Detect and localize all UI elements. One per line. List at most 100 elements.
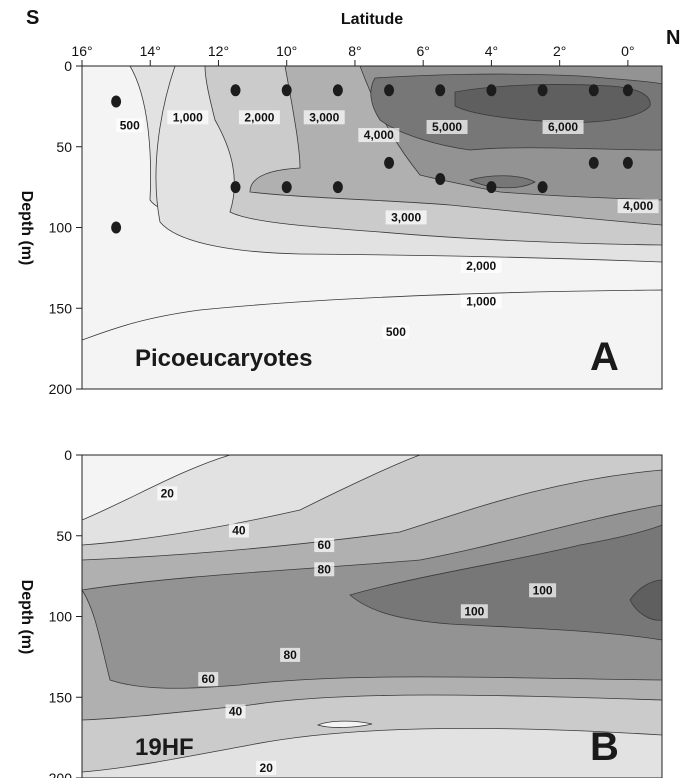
contour-label: 40 [232, 524, 246, 538]
y-tick-label: 200 [49, 381, 73, 397]
sample-point [111, 95, 122, 108]
sample-point [384, 156, 395, 169]
contour-label-background [460, 294, 502, 309]
x-tick-label: 6° [416, 43, 429, 59]
contour-label-background [382, 325, 410, 340]
contour-label-background [314, 538, 335, 553]
contour-band-white-lens [316, 720, 373, 728]
y-tick-label: 0 [64, 58, 72, 74]
panel-b-y-ticks: 0 50 100 150 200 [49, 447, 82, 778]
contour-label-background [617, 199, 659, 214]
contour-label: 3,000 [309, 110, 339, 124]
contour-label: 20 [161, 486, 175, 500]
panel-b-y-axis-title: Depth (m) [18, 580, 35, 655]
panel-a-x-ticks: 16° 14° 12° 10° 8° 6° 4° 2° 0° [71, 43, 635, 66]
contour-label: 80 [283, 648, 297, 662]
sample-point [332, 84, 343, 97]
y-tick-label: 100 [49, 220, 73, 236]
contour-label-background [280, 647, 301, 662]
x-axis-title: Latitude [341, 11, 403, 28]
sample-point [281, 84, 292, 97]
contour-label-background [228, 523, 249, 538]
x-tick-label: 12° [208, 43, 229, 59]
contour-label: 80 [318, 562, 332, 576]
panel-a-y-ticks: 0 50 100 150 200 [49, 58, 82, 397]
contour-label: 2,000 [466, 259, 496, 273]
contour-label: 500 [386, 325, 406, 339]
contour-label: 1,000 [173, 110, 203, 124]
contour-label-background [157, 486, 178, 501]
y-tick-label: 0 [64, 447, 72, 463]
y-tick-label: 100 [49, 609, 73, 625]
contour-label: 4,000 [364, 128, 394, 142]
contour-label-background [385, 210, 427, 225]
y-tick-label: 200 [49, 770, 73, 778]
contour-label-background [167, 110, 209, 125]
y-tick-label: 50 [56, 139, 72, 155]
contour-label-background [529, 583, 557, 598]
sample-point [537, 181, 548, 194]
sample-point [486, 84, 497, 97]
panel-b-19hf: 20 40 60 80 100 100 80 60 40 20 0 50 100 150 200 Dept… [18, 447, 663, 778]
contour-label: 60 [202, 672, 216, 686]
north-label: N [666, 27, 680, 49]
x-tick-label: 14° [140, 43, 161, 59]
contour-label-background [460, 258, 502, 273]
sample-point [230, 181, 241, 194]
contour-label: 60 [318, 538, 332, 552]
contour-label: 6,000 [548, 120, 578, 134]
sample-point [281, 181, 292, 194]
x-tick-label: 0° [621, 43, 634, 59]
contour-label-background [225, 704, 246, 719]
contour-label-background [303, 110, 345, 125]
contour-label-background [198, 672, 219, 687]
sample-point [622, 84, 633, 97]
panel-b-contour-fills [82, 455, 662, 778]
sample-point [588, 156, 599, 169]
south-label: S [26, 7, 39, 29]
contour-label: 1,000 [466, 294, 496, 308]
sample-point [588, 84, 599, 97]
y-tick-label: 150 [49, 300, 73, 316]
contour-label-background [460, 604, 488, 619]
x-tick-label: 8° [348, 43, 361, 59]
contour-label: 40 [229, 704, 243, 718]
contour-label: 4,000 [623, 199, 653, 213]
y-tick-label: 150 [49, 689, 73, 705]
contour-label: 5,000 [432, 120, 462, 134]
x-tick-label: 16° [71, 43, 92, 59]
contour-label: 2,000 [244, 110, 274, 124]
panel-a-contour-fills [82, 66, 662, 389]
panel-a-title: Picoeucaryotes [135, 345, 312, 372]
contour-label-background [358, 128, 400, 143]
sample-point [332, 181, 343, 194]
contour-label: 100 [533, 583, 553, 597]
contour-label: 20 [260, 761, 274, 775]
contour-label: 500 [120, 118, 140, 132]
contour-label-background [314, 562, 335, 577]
panel-a-sample-points [111, 84, 633, 234]
contour-label: 100 [464, 604, 484, 618]
sample-point [537, 84, 548, 97]
contour-label: 3,000 [391, 210, 421, 224]
contour-band-100-plus-edge [629, 579, 662, 621]
x-tick-label: 2° [553, 43, 566, 59]
x-tick-label: 10° [276, 43, 297, 59]
contour-band-100-plus [349, 524, 662, 641]
y-tick-label: 50 [56, 528, 72, 544]
sample-point [230, 84, 241, 97]
contour-label-background [542, 119, 584, 134]
panel-b-title: 19HF [135, 734, 194, 761]
contour-label-background [116, 118, 144, 133]
panel-b-letter: B [590, 725, 619, 769]
panel-a-letter: A [590, 335, 619, 379]
contour-label-background [238, 110, 280, 125]
contour-band-below-500 [82, 289, 662, 389]
x-tick-label: 4° [485, 43, 498, 59]
sample-point [384, 84, 395, 97]
contour-label-background [256, 760, 277, 775]
panel-a-y-axis-title: Depth (m) [18, 191, 35, 266]
panel-a-contour-labels: 500 1,000 2,000 3,000 4,000 5,000 6,000 3,000 4,… [116, 110, 659, 340]
